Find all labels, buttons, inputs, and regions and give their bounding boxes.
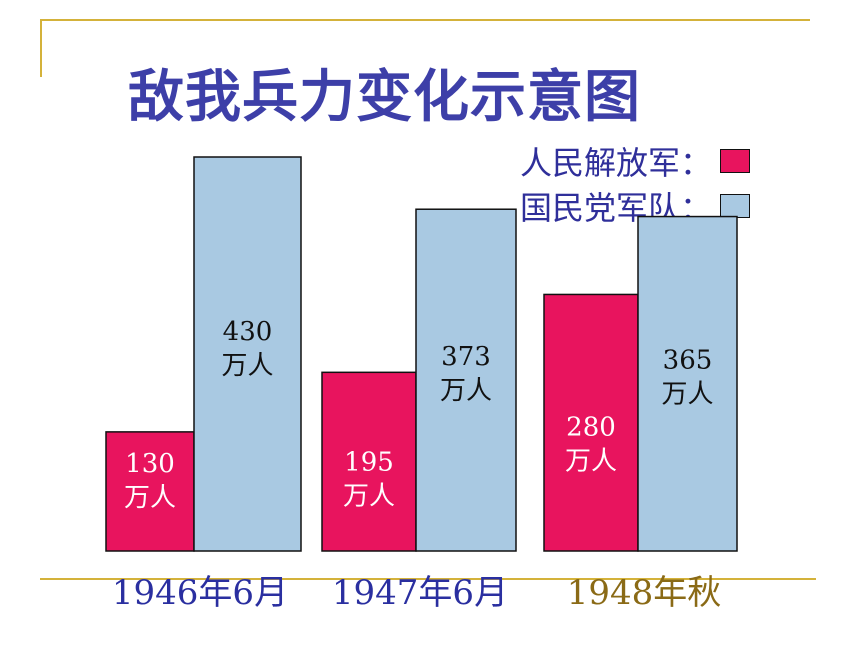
legend-label-pla: 人民解放军 xyxy=(520,144,681,182)
data-label-pla-2: 280 xyxy=(566,413,616,443)
data-unit-kmt-2: 万人 xyxy=(661,379,713,409)
data-unit-kmt-1: 万人 xyxy=(440,376,492,406)
bar-pla-0 xyxy=(105,431,195,552)
bar-kmt-0 xyxy=(193,156,302,552)
chart-title: 敌我兵力变化示意图 xyxy=(128,65,641,130)
left-rule xyxy=(40,19,42,77)
data-unit-pla-2: 万人 xyxy=(565,447,617,477)
bar-kmt-1 xyxy=(415,208,517,552)
x-tick-label-0: 1946年6月 xyxy=(112,573,288,613)
data-label-pla-0: 130 xyxy=(125,449,175,479)
bar-pla-2 xyxy=(543,293,639,552)
data-unit-pla-0: 万人 xyxy=(124,483,176,513)
data-unit-pla-1: 万人 xyxy=(343,482,395,512)
x-tick-label-2: 1948年秋 xyxy=(567,573,722,613)
data-unit-kmt-0: 万人 xyxy=(221,351,273,381)
top-rule xyxy=(40,19,810,21)
bar-pla-1 xyxy=(321,371,417,552)
bar-kmt-2 xyxy=(637,215,738,552)
legend-swatch-pla xyxy=(720,149,751,173)
legend-item-pla: 人民解放军 ： xyxy=(520,141,751,182)
bottom-rule xyxy=(40,578,816,580)
x-tick-label-1: 1947年6月 xyxy=(332,573,508,613)
data-label-kmt-1: 373 xyxy=(441,342,491,372)
data-label-kmt-0: 430 xyxy=(223,317,273,347)
legend-colon: ： xyxy=(680,144,713,182)
data-label-pla-1: 195 xyxy=(344,448,394,478)
data-label-kmt-2: 365 xyxy=(663,345,713,375)
